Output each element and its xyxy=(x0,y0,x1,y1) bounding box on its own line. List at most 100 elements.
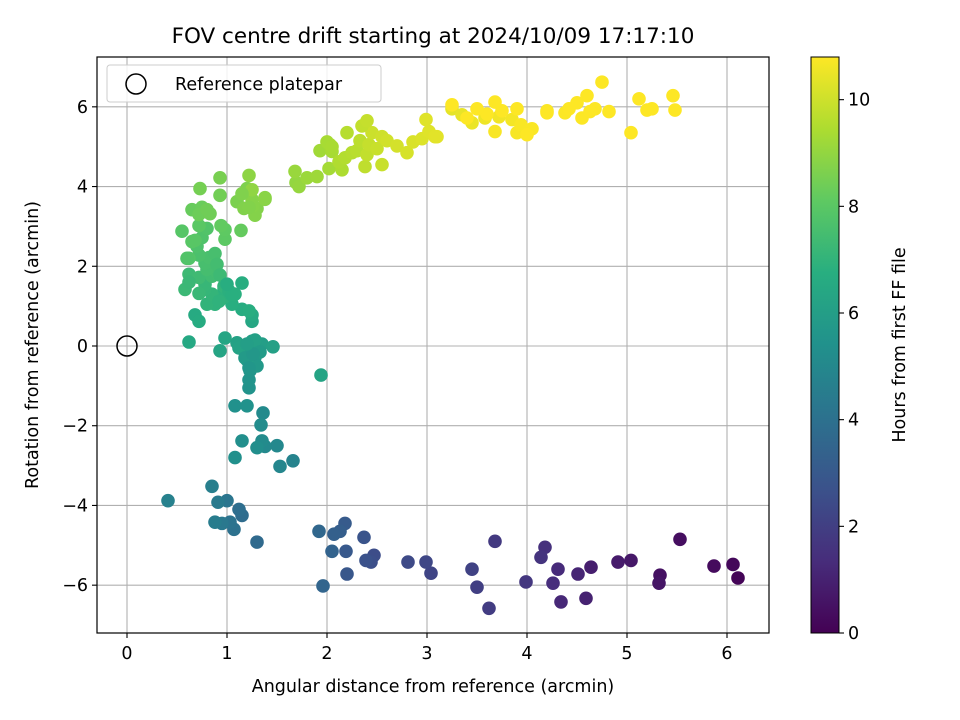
data-point xyxy=(595,75,609,89)
reference-marker xyxy=(116,335,138,357)
data-point xyxy=(488,534,502,549)
data-point xyxy=(668,103,682,117)
data-point xyxy=(254,418,268,432)
data-point xyxy=(360,113,374,128)
data-points xyxy=(161,75,745,616)
data-point xyxy=(327,527,341,541)
data-point xyxy=(470,102,484,116)
data-point xyxy=(488,124,502,139)
data-point xyxy=(213,170,227,185)
colorbar-tick-label: 4 xyxy=(848,411,859,431)
y-tick-label: 4 xyxy=(77,178,88,198)
data-point xyxy=(210,257,224,272)
data-point xyxy=(273,459,287,474)
data-point xyxy=(624,553,638,568)
x-tick-label: 2 xyxy=(321,644,332,664)
data-point xyxy=(213,188,227,203)
y-tick-label: 6 xyxy=(77,98,88,118)
data-point xyxy=(465,562,479,577)
data-point xyxy=(551,562,565,577)
data-point xyxy=(602,104,616,119)
legend-box xyxy=(106,64,382,103)
data-point xyxy=(358,159,372,174)
data-point xyxy=(310,169,324,184)
data-point xyxy=(583,104,597,119)
data-point xyxy=(400,145,414,160)
x-tick-label: 0 xyxy=(121,644,132,664)
data-point xyxy=(562,102,576,116)
colorbar-tick-label: 0 xyxy=(848,624,859,644)
data-point xyxy=(534,550,548,565)
data-point xyxy=(380,133,394,148)
data-point xyxy=(218,331,232,345)
data-point xyxy=(510,102,524,116)
data-point xyxy=(554,595,568,609)
y-tick-label: −6 xyxy=(62,576,88,596)
data-point xyxy=(286,453,300,468)
data-point xyxy=(339,544,353,559)
data-point xyxy=(314,368,328,382)
data-point xyxy=(175,224,189,238)
data-point xyxy=(192,314,206,329)
colorbar-tick-label: 10 xyxy=(848,91,870,111)
colorbar-label: Hours from first FF file xyxy=(890,247,910,442)
data-point xyxy=(200,202,214,217)
data-point xyxy=(242,168,256,183)
data-point xyxy=(188,233,202,248)
x-axis-ticks: 0 1 2 3 4 5 6 xyxy=(121,633,733,664)
data-point xyxy=(325,544,339,559)
data-point xyxy=(270,438,284,453)
data-point xyxy=(666,88,680,103)
data-point xyxy=(218,232,232,246)
data-point xyxy=(611,555,625,569)
data-point xyxy=(266,339,280,354)
data-point xyxy=(205,479,219,494)
data-point xyxy=(579,591,593,606)
data-point xyxy=(225,288,239,302)
data-point xyxy=(645,102,659,116)
data-point xyxy=(246,347,260,361)
data-point xyxy=(208,246,222,261)
data-point xyxy=(182,275,196,290)
data-point xyxy=(445,98,459,112)
x-tick-label: 3 xyxy=(421,644,432,664)
legend: Reference platepar xyxy=(106,64,382,103)
data-point xyxy=(232,502,246,517)
x-axis-label: Angular distance from reference (arcmin) xyxy=(252,677,615,697)
data-point xyxy=(584,560,598,575)
data-point xyxy=(419,112,433,127)
data-point xyxy=(340,125,354,140)
colorbar-ticks: 0 2 4 6 8 10 xyxy=(839,91,870,644)
data-point xyxy=(250,440,264,455)
data-point xyxy=(214,218,228,233)
data-point xyxy=(401,555,415,569)
y-tick-label: −4 xyxy=(62,496,88,516)
y-axis-label: Rotation from reference (arcmin) xyxy=(23,201,43,489)
data-point xyxy=(235,276,249,290)
data-point xyxy=(242,200,256,215)
data-point xyxy=(242,361,256,375)
data-point xyxy=(390,139,404,153)
colorbar-tick-label: 8 xyxy=(848,197,859,217)
data-point xyxy=(211,495,225,510)
x-tick-label: 5 xyxy=(621,644,632,664)
data-point xyxy=(288,164,302,179)
data-point xyxy=(213,343,227,358)
data-point xyxy=(292,179,306,194)
data-point xyxy=(256,406,270,420)
plot-frame xyxy=(96,56,770,634)
data-point xyxy=(707,559,721,573)
x-tick-label: 4 xyxy=(521,644,532,664)
data-point xyxy=(424,566,438,581)
data-point xyxy=(488,95,502,109)
y-axis-ticks: −6 −4 −2 0 2 4 6 xyxy=(62,98,97,596)
data-point xyxy=(480,107,494,121)
data-point xyxy=(370,141,384,156)
data-point xyxy=(546,576,560,590)
data-point xyxy=(357,530,371,545)
data-point xyxy=(470,580,484,594)
data-point xyxy=(419,555,433,569)
data-point xyxy=(430,129,444,144)
y-tick-label: 2 xyxy=(77,257,88,277)
